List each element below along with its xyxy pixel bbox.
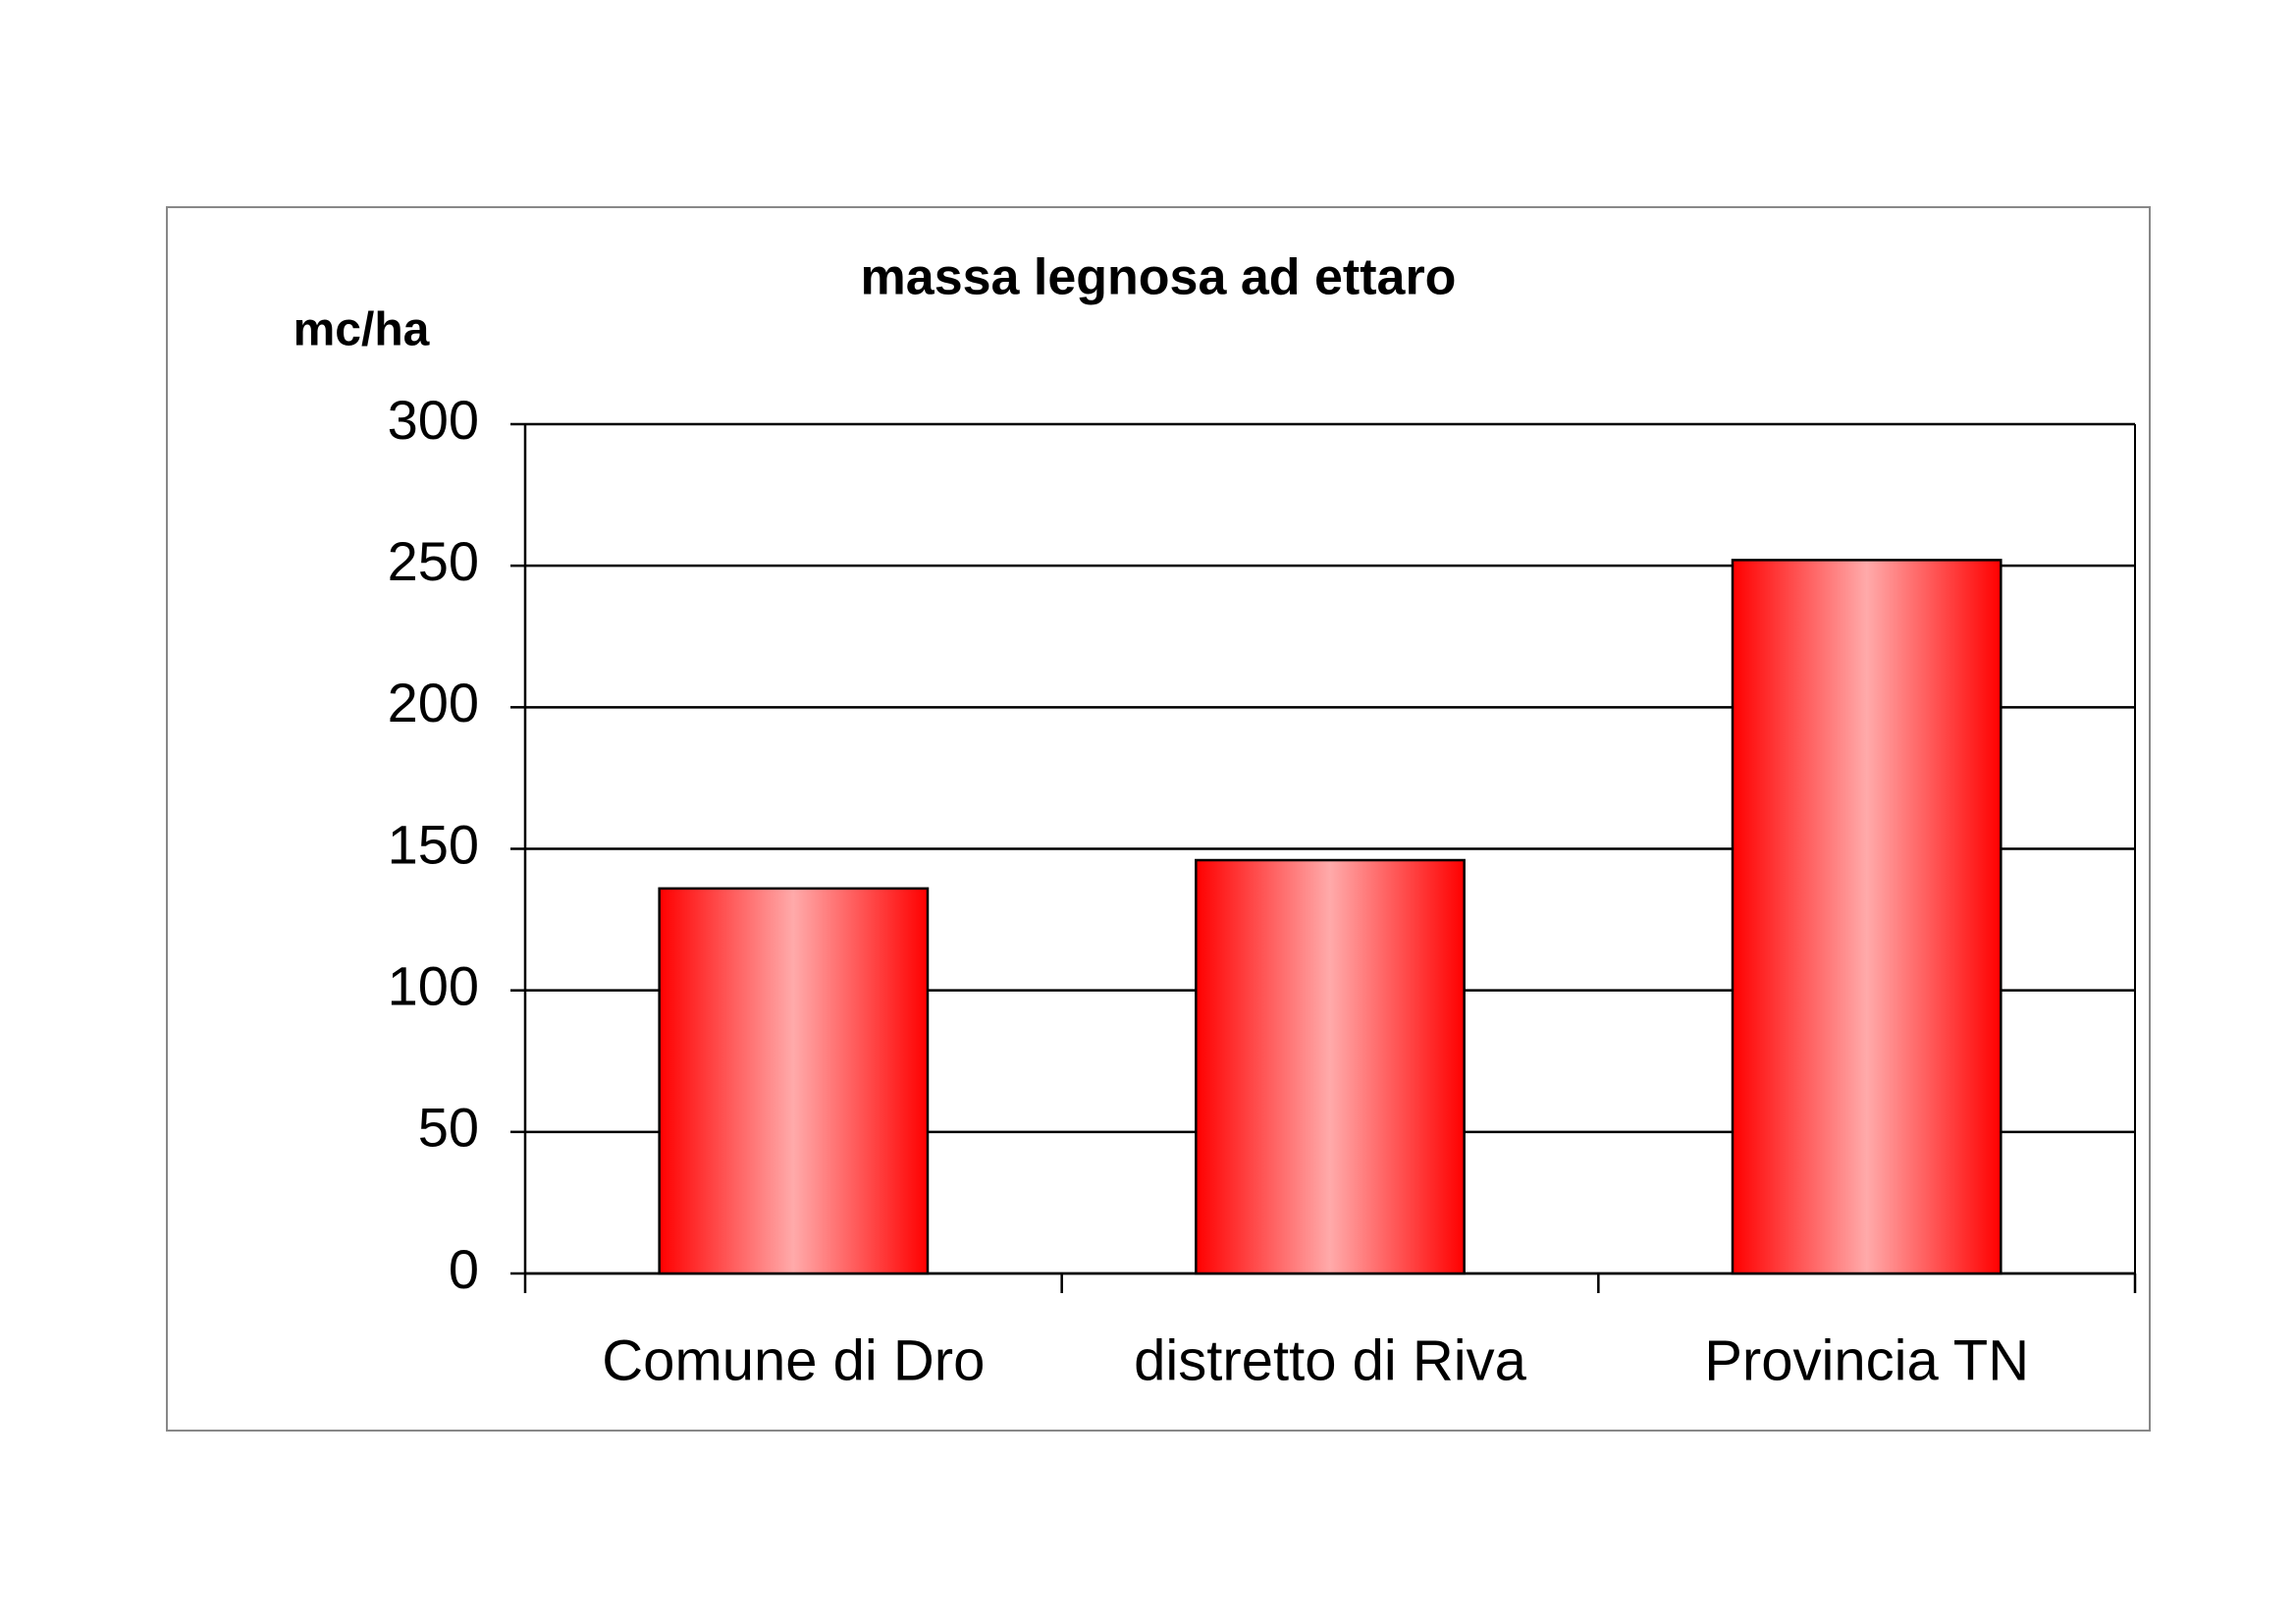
y-axis-label: mc/ha [294, 304, 430, 356]
y-tick-label: 200 [388, 672, 479, 733]
chart-title: massa legnosa ad ettaro [861, 249, 1457, 306]
x-tick-label: Comune di Dro [602, 1328, 985, 1392]
y-tick-label: 150 [388, 813, 479, 875]
y-tick-label: 100 [388, 954, 479, 1016]
y-tick-label: 250 [388, 530, 479, 592]
y-tick-label: 50 [418, 1097, 479, 1159]
x-tick-label: Provincia TN [1704, 1328, 2029, 1392]
y-tick-label: 0 [449, 1238, 479, 1300]
y-tick-label: 300 [388, 389, 479, 451]
bar [1731, 559, 2002, 1275]
x-tick-label: distretto di Riva [1134, 1328, 1526, 1392]
bar [658, 887, 930, 1275]
bar [1195, 858, 1466, 1275]
